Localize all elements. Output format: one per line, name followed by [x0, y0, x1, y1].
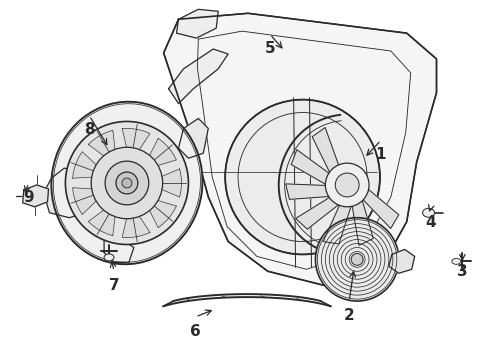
Polygon shape [23, 185, 49, 207]
Polygon shape [286, 184, 329, 199]
Polygon shape [178, 118, 208, 158]
Circle shape [225, 100, 380, 255]
Polygon shape [351, 201, 373, 246]
Text: 6: 6 [190, 324, 201, 339]
Circle shape [91, 147, 163, 219]
Polygon shape [295, 195, 338, 229]
Text: 1: 1 [376, 147, 386, 162]
Polygon shape [122, 203, 150, 238]
Polygon shape [147, 169, 181, 197]
Polygon shape [88, 200, 117, 236]
Polygon shape [176, 9, 218, 38]
Polygon shape [361, 189, 399, 229]
Polygon shape [122, 129, 150, 163]
Polygon shape [291, 150, 332, 184]
Polygon shape [142, 196, 176, 228]
Polygon shape [44, 168, 88, 218]
Text: 7: 7 [109, 278, 120, 293]
Circle shape [351, 253, 363, 265]
Text: 8: 8 [84, 122, 95, 138]
Polygon shape [312, 127, 340, 172]
Text: 2: 2 [344, 308, 355, 323]
Circle shape [116, 172, 138, 194]
Polygon shape [73, 188, 108, 214]
Ellipse shape [51, 102, 202, 264]
Ellipse shape [104, 254, 114, 261]
Text: 4: 4 [425, 215, 436, 230]
Polygon shape [323, 202, 351, 244]
Polygon shape [88, 130, 117, 166]
Polygon shape [169, 49, 228, 104]
Text: 3: 3 [457, 264, 467, 279]
Polygon shape [142, 138, 176, 170]
Circle shape [122, 178, 132, 188]
Polygon shape [104, 238, 134, 262]
Ellipse shape [452, 258, 461, 264]
Ellipse shape [422, 208, 435, 217]
Polygon shape [164, 13, 437, 286]
Polygon shape [389, 249, 415, 273]
Text: 5: 5 [265, 41, 275, 56]
Polygon shape [73, 152, 108, 178]
Circle shape [316, 218, 399, 301]
Circle shape [335, 173, 359, 197]
Circle shape [65, 121, 189, 244]
Circle shape [105, 161, 149, 205]
Circle shape [325, 163, 369, 207]
Text: 9: 9 [24, 190, 34, 205]
